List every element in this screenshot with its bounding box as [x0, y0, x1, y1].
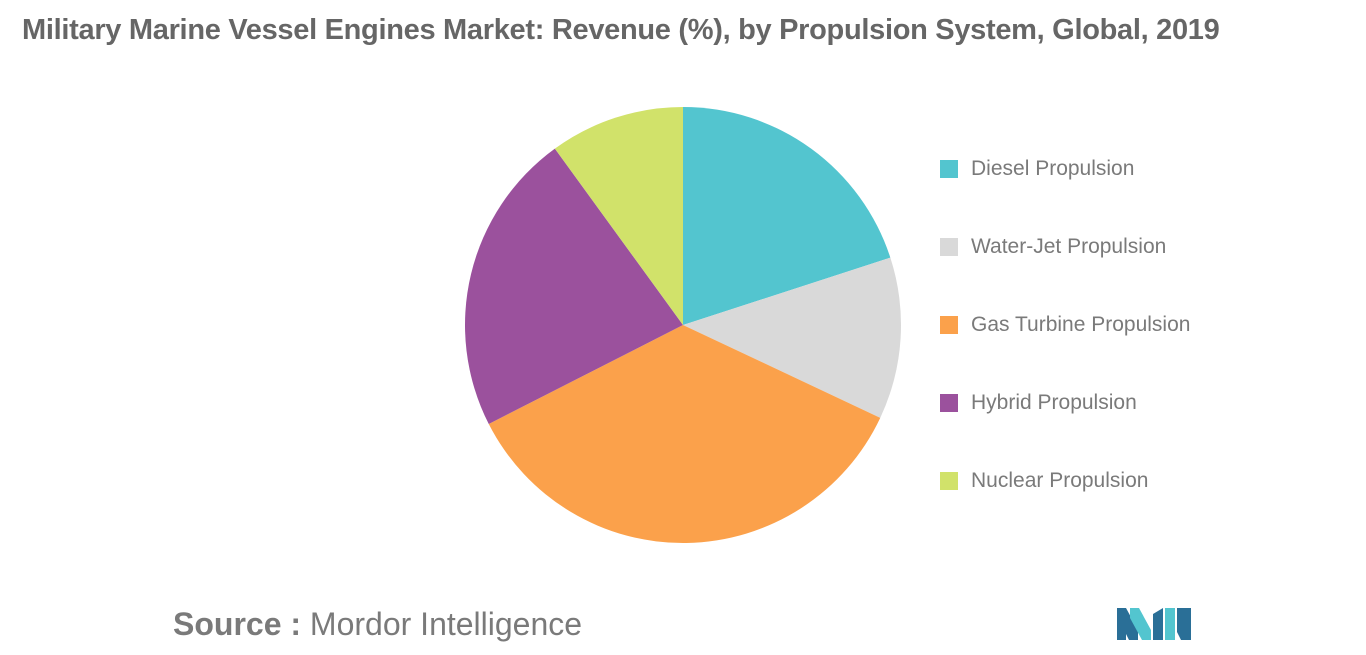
pie-slice-nuclear-propulsion: [554, 107, 683, 325]
pie-slice-water-jet-propulsion: [683, 257, 901, 418]
legend-label: Water-Jet Propulsion: [971, 234, 1167, 258]
legend-item: Hybrid Propulsion: [940, 390, 1190, 415]
legend-label: Nuclear Propulsion: [971, 468, 1149, 492]
source-prefix: Source :: [173, 606, 302, 642]
legend-item: Water-Jet Propulsion: [940, 234, 1190, 259]
legend-swatch: [940, 393, 958, 412]
legend-label: Diesel Propulsion: [971, 156, 1135, 180]
legend-swatch: [940, 237, 958, 256]
legend-swatch: [940, 159, 958, 178]
chart-title: Military Marine Vessel Engines Market: R…: [22, 14, 1220, 46]
legend-swatch: [940, 471, 958, 490]
legend-item: Nuclear Propulsion: [940, 468, 1190, 493]
pie-slice-gas-turbine-propulsion: [488, 325, 881, 543]
legend-item: Diesel Propulsion: [940, 156, 1190, 181]
source-name: Mordor Intelligence: [309, 606, 583, 642]
legend-label: Hybrid Propulsion: [971, 390, 1137, 414]
mordor-intelligence-logo-icon: [1117, 608, 1191, 640]
chart-legend: Diesel Propulsion Water-Jet Propulsion Gas…: [940, 156, 1190, 493]
legend-item: Gas Turbine Propulsion: [940, 312, 1190, 337]
legend-label: Gas Turbine Propulsion: [971, 312, 1191, 336]
pie-slices: [465, 107, 901, 543]
source-note: Source : Mordor Intelligence: [173, 606, 582, 643]
pie-slice-hybrid-propulsion: [465, 148, 683, 424]
pie-slice-diesel-propulsion: [683, 107, 891, 325]
legend-swatch: [940, 315, 958, 334]
